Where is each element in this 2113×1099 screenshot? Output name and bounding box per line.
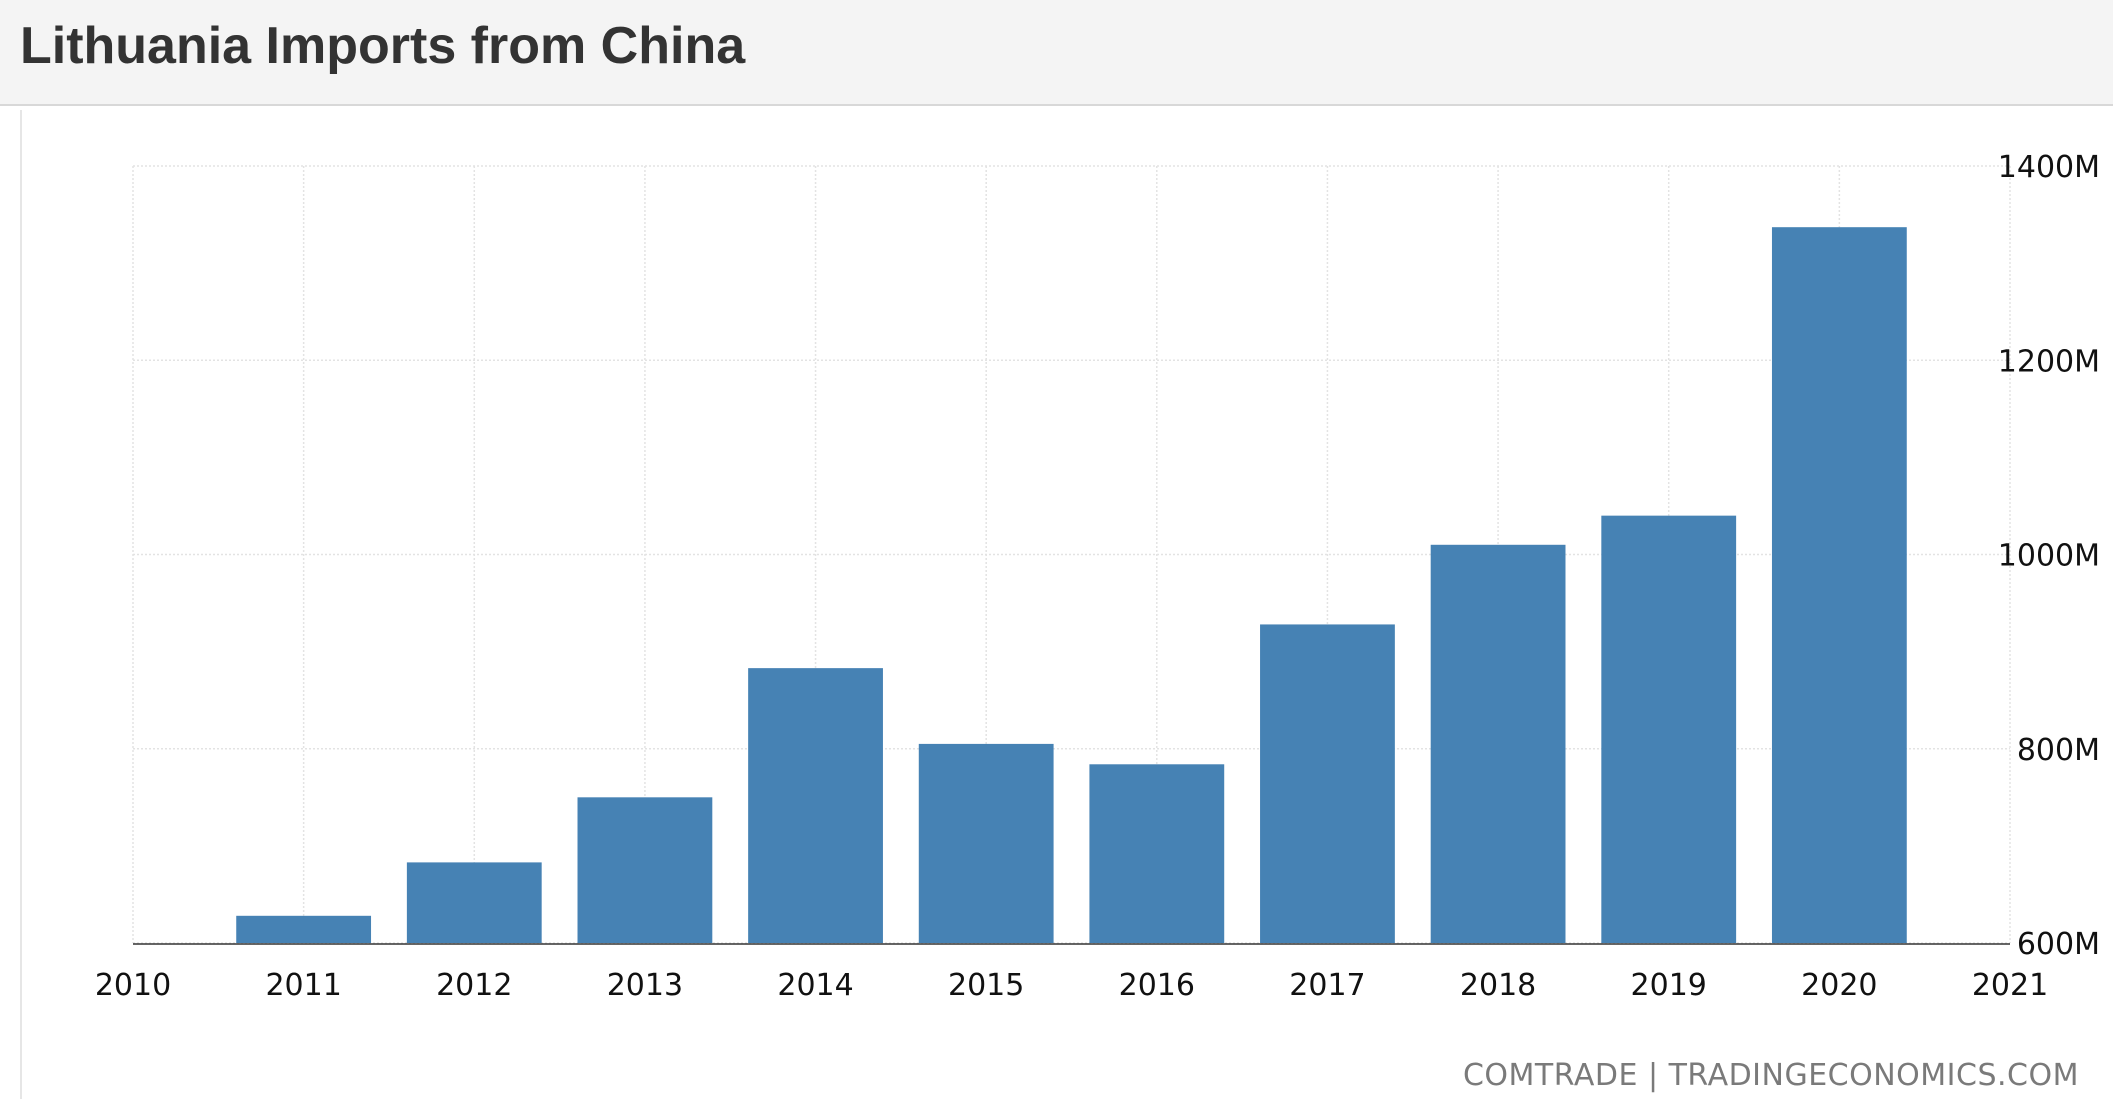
bar-2012[interactable] bbox=[406, 862, 542, 943]
x-tick-label: 2013 bbox=[607, 968, 683, 1003]
y-tick-label: 600M bbox=[2017, 927, 2100, 962]
bar-2017[interactable] bbox=[1260, 624, 1395, 943]
x-tick-label: 2012 bbox=[436, 968, 512, 1003]
x-tick-label: 2020 bbox=[1801, 968, 1877, 1003]
x-tick-label: 2019 bbox=[1631, 968, 1707, 1003]
y-tick-label: 1000M bbox=[1998, 539, 2100, 574]
bar-2011[interactable] bbox=[236, 915, 372, 943]
y-axis: 600M 800M 1000M 1200M 1400M bbox=[1998, 150, 2100, 962]
x-tick-label: 2010 bbox=[95, 968, 171, 1003]
bar-2014[interactable] bbox=[748, 668, 883, 943]
bar-2020[interactable] bbox=[1771, 227, 1907, 944]
bars bbox=[236, 227, 1907, 944]
y-tick-label: 1200M bbox=[1998, 344, 2100, 379]
x-tick-label: 2017 bbox=[1289, 968, 1365, 1003]
x-tick-label: 2018 bbox=[1460, 968, 1536, 1003]
x-tick-label: 2014 bbox=[777, 968, 853, 1003]
y-tick-label: 1400M bbox=[1998, 150, 2100, 185]
x-tick-label: 2016 bbox=[1119, 968, 1195, 1003]
y-tick-label: 800M bbox=[2017, 733, 2100, 768]
x-tick-label: 2021 bbox=[1972, 968, 2048, 1003]
bar-2016[interactable] bbox=[1089, 764, 1225, 943]
left-border bbox=[20, 110, 22, 1099]
x-axis: 2010 2011 2012 2013 2014 2015 2016 2017 2018 2019… bbox=[95, 943, 2048, 1003]
chart-header: Lithuania Imports from China bbox=[0, 0, 2113, 106]
chart-title: Lithuania Imports from China bbox=[20, 17, 746, 75]
bar-2019[interactable] bbox=[1601, 515, 1737, 943]
source-credit: COMTRADE | TRADINGECONOMICS.COM bbox=[1462, 1058, 2079, 1093]
bar-2018[interactable] bbox=[1430, 544, 1566, 943]
x-tick-label: 2015 bbox=[948, 968, 1024, 1003]
x-tick-label: 2011 bbox=[265, 968, 341, 1003]
bar-2013[interactable] bbox=[577, 797, 713, 943]
bar-2015[interactable] bbox=[918, 743, 1054, 943]
